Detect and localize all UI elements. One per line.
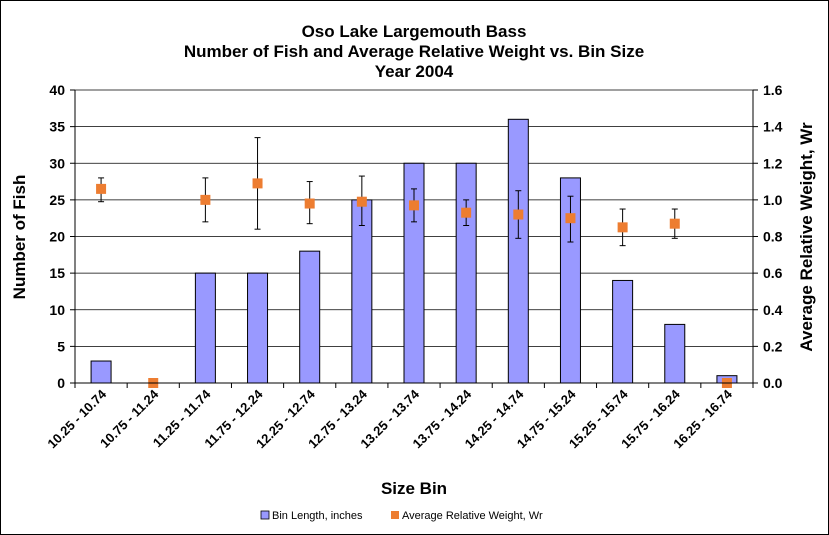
y-tick-label: 15 xyxy=(49,265,65,281)
error-bars xyxy=(98,137,678,247)
y-tick-label: 40 xyxy=(49,82,65,98)
weight-marker xyxy=(356,196,367,207)
y-tick-label: 5 xyxy=(57,338,65,354)
y-axis-title: Number of Fish xyxy=(10,175,29,300)
weight-marker xyxy=(513,209,524,220)
y-tick-label: 0 xyxy=(57,375,65,391)
bar-15.75-16.24 xyxy=(664,323,686,384)
y-tick-label: 10 xyxy=(49,302,65,318)
y-tick-label: 30 xyxy=(49,155,65,171)
legend: Bin Length, inches Average Relative Weig… xyxy=(260,510,543,522)
bar-11.75-12.24 xyxy=(247,272,269,384)
legend-label-markers: Average Relative Weight, Wr xyxy=(402,510,543,522)
y2-tick-label: 1.2 xyxy=(763,155,783,171)
weight-marker xyxy=(96,183,107,194)
bar-12.25-12.74 xyxy=(299,250,321,384)
y2-tick-label: 0.8 xyxy=(763,229,783,245)
y-tick-label: 25 xyxy=(49,192,65,208)
y-tick-label: 20 xyxy=(49,229,65,245)
chart-title-line-3: Year 2004 xyxy=(375,62,454,81)
y-tick-labels: 0 5 10 15 20 25 30 35 40 xyxy=(49,82,65,391)
weight-marker xyxy=(669,218,680,229)
y2-tick-labels: 0.0 0.2 0.4 0.6 0.8 1.0 1.2 1.4 1.6 xyxy=(763,82,783,391)
y-tick-label: 35 xyxy=(49,119,65,135)
legend-swatch-markers xyxy=(391,511,399,519)
y2-tick-label: 1.6 xyxy=(763,82,783,98)
bar-10.25-10.74 xyxy=(90,360,112,384)
axes xyxy=(70,89,758,388)
weight-marker xyxy=(409,200,419,211)
bar-12.75-13.24 xyxy=(351,199,373,384)
weight-marker xyxy=(200,194,211,205)
weight-marker xyxy=(617,222,628,233)
y2-axis-title: Average Relative Weight, Wr xyxy=(797,122,816,352)
legend-swatch-bars xyxy=(260,510,270,520)
bar-series xyxy=(90,118,738,384)
y2-tick-label: 1.4 xyxy=(763,119,783,135)
bar-14.25-14.74 xyxy=(507,118,529,384)
chart-title-line-1: Oso Lake Largemouth Bass xyxy=(302,22,527,41)
bar-15.25-15.74 xyxy=(612,279,634,384)
chart-title-line-2: Number of Fish and Average Relative Weig… xyxy=(184,42,644,61)
weight-marker xyxy=(304,198,315,209)
y2-tick-label: 0.6 xyxy=(763,265,783,281)
bar-11.25-11.74 xyxy=(194,272,216,384)
y2-tick-label: 0.0 xyxy=(763,375,783,391)
legend-label-bars: Bin Length, inches xyxy=(272,510,363,522)
bar-13.75-14.24 xyxy=(455,162,477,384)
weight-marker xyxy=(565,213,576,224)
x-axis-title: Size Bin xyxy=(381,479,447,498)
y2-tick-label: 0.4 xyxy=(763,302,783,318)
weight-marker xyxy=(461,207,472,218)
weight-marker xyxy=(252,178,263,189)
y2-tick-label: 0.2 xyxy=(763,338,783,354)
y2-tick-label: 1.0 xyxy=(763,192,783,208)
